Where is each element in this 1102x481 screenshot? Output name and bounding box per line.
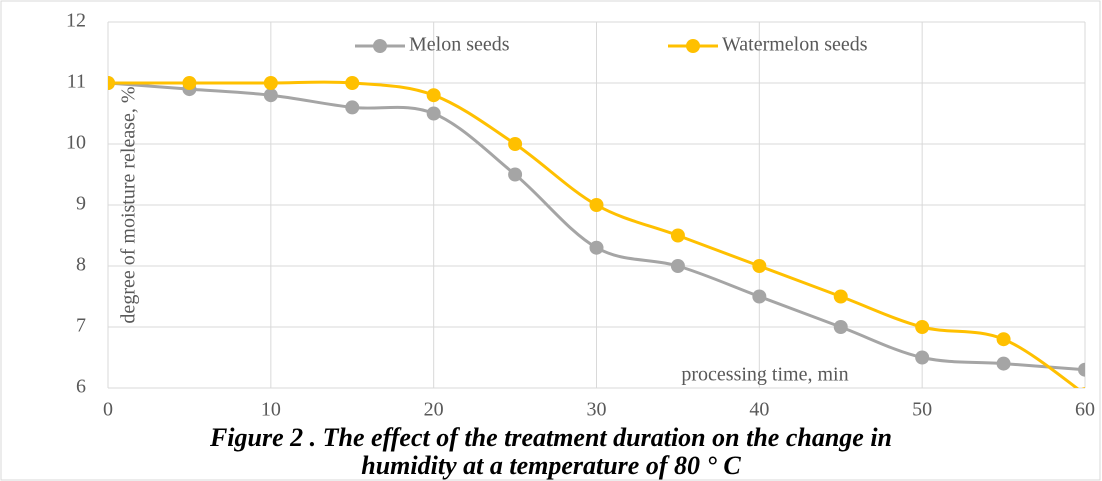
legend-label: Watermelon seeds	[722, 34, 868, 56]
point	[589, 198, 604, 212]
point	[508, 137, 523, 151]
y-axis-label: degree of moisture release, %	[118, 86, 140, 323]
point	[1081, 387, 1085, 388]
point	[426, 88, 441, 103]
point	[426, 106, 441, 121]
point	[996, 332, 1011, 347]
y-tick-label: 8	[76, 254, 86, 276]
x-tick-label: 0	[103, 399, 113, 421]
x-tick-label: 20	[424, 399, 444, 421]
x-tick-label: 40	[749, 399, 769, 421]
point	[833, 289, 848, 304]
point	[345, 76, 360, 90]
y-tick-label: 7	[76, 315, 86, 337]
point	[182, 76, 197, 90]
legend-label: Melon seeds	[409, 34, 510, 56]
y-tick-label: 6	[76, 376, 86, 398]
point	[1078, 362, 1085, 377]
y-tick-label: 10	[66, 132, 86, 154]
y-tick-label: 12	[66, 10, 86, 32]
x-tick-label: 60	[1075, 399, 1095, 421]
point	[263, 76, 278, 90]
point	[915, 350, 930, 365]
x-tick-label: 50	[912, 399, 932, 421]
caption: Figure 2 . The effect of the treatment d…	[209, 423, 892, 452]
legend-swatch	[686, 39, 700, 53]
point	[996, 356, 1011, 371]
x-tick-label: 30	[587, 399, 607, 421]
y-tick-label: 9	[76, 193, 86, 215]
point	[508, 167, 523, 182]
point	[670, 259, 685, 273]
x-axis-label: processing time, min	[681, 364, 848, 386]
point	[670, 228, 685, 243]
point	[752, 259, 767, 273]
x-tick-label: 10	[261, 399, 281, 421]
legend-swatch	[373, 39, 387, 53]
y-tick-label: 11	[67, 71, 86, 93]
point	[345, 100, 360, 115]
point	[108, 76, 115, 90]
caption: humidity at a temperature of 80 ° C	[361, 451, 741, 480]
point	[263, 88, 278, 103]
point	[589, 240, 604, 255]
point	[833, 320, 848, 334]
point	[752, 289, 767, 304]
point	[915, 320, 930, 334]
